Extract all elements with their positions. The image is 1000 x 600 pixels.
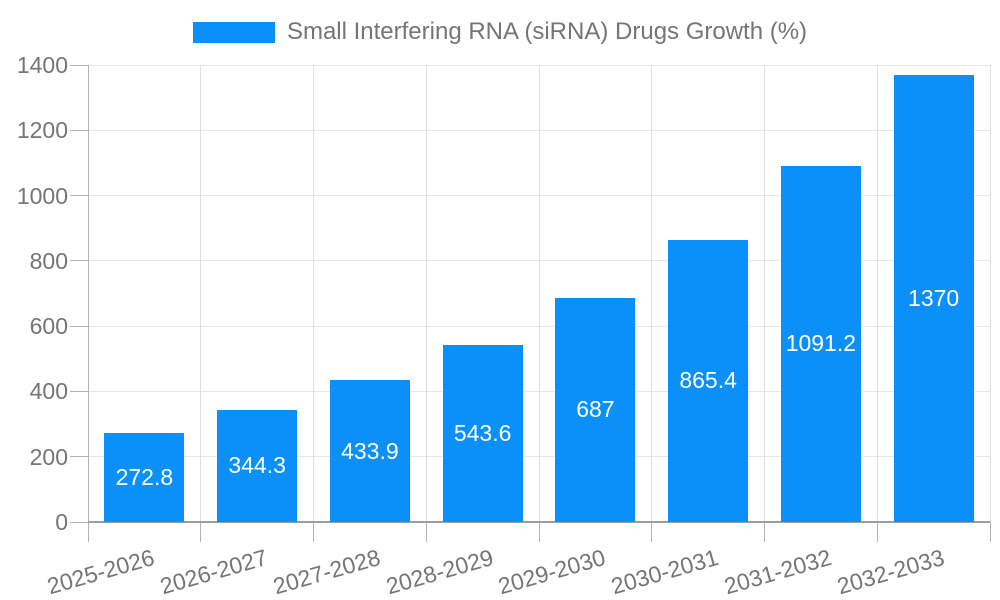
x-axis-tick (425, 522, 427, 542)
x-axis-line (88, 521, 990, 523)
x-tick-label: 2028-2029 (382, 544, 496, 600)
x-tick-label: 2030-2031 (608, 544, 722, 600)
v-gridline (425, 65, 427, 522)
y-axis-tick (70, 260, 88, 262)
bar-value-label: 1370 (908, 284, 960, 311)
bar-value-label: 865.4 (679, 367, 737, 394)
x-axis-tick (200, 522, 202, 542)
y-axis-tick (70, 64, 88, 66)
y-tick-label: 400 (29, 378, 68, 405)
bar-value-label: 272.8 (115, 463, 174, 490)
v-gridline (876, 65, 878, 522)
bar-value-label: 433.9 (341, 437, 399, 464)
y-tick-label: 800 (29, 247, 68, 274)
y-tick-label: 1000 (16, 182, 68, 209)
x-tick-label: 2031-2032 (721, 544, 835, 600)
bar: 865.4 (668, 239, 749, 522)
x-axis-tick (651, 522, 653, 542)
x-tick-label: 2029-2030 (495, 544, 609, 600)
x-tick-label: 2026-2027 (157, 544, 271, 600)
y-tick-label: 1400 (16, 52, 68, 78)
y-tick-label: 1200 (16, 117, 68, 144)
chart-title: Small Interfering RNA (siRNA) Drugs Grow… (286, 18, 808, 45)
y-axis-tick (70, 195, 88, 197)
legend-swatch (192, 21, 275, 43)
bar-value-label: 1091.2 (785, 330, 857, 357)
y-tick-label: 600 (29, 313, 68, 340)
bar: 1370 (893, 74, 974, 522)
x-axis-tick (87, 522, 89, 542)
y-axis-tick (70, 456, 88, 458)
x-axis-tick (538, 522, 540, 542)
bar: 1091.2 (780, 165, 861, 522)
v-gridline (764, 65, 765, 522)
bar: 543.6 (442, 344, 523, 522)
y-axis-tick (70, 390, 88, 392)
bar-value-label: 543.6 (453, 419, 512, 446)
y-tick-label: 0 (55, 509, 68, 535)
v-gridline (538, 65, 540, 522)
bar: 687 (555, 297, 636, 522)
v-gridline (200, 65, 202, 522)
x-axis-tick (764, 522, 765, 542)
v-gridline (651, 65, 653, 522)
bar: 272.8 (104, 432, 185, 522)
x-tick-label: 2027-2028 (270, 544, 384, 600)
bar-value-label: 344.3 (228, 452, 286, 479)
x-axis-tick (876, 522, 878, 542)
bar: 433.9 (329, 380, 410, 522)
chart-legend: Small Interfering RNA (siRNA) Drugs Grow… (0, 17, 1000, 47)
x-axis-tick (989, 522, 991, 542)
y-tick-label: 200 (29, 443, 68, 470)
bar-value-label: 687 (576, 396, 615, 423)
y-axis-tick (70, 129, 88, 131)
y-axis-tick (70, 521, 88, 523)
bar: 344.3 (217, 409, 298, 522)
x-tick-label: 2025-2026 (44, 544, 158, 600)
x-tick-label: 2032-2033 (833, 544, 947, 600)
v-gridline (313, 65, 314, 522)
y-axis-tick (70, 325, 88, 327)
x-axis-tick (313, 522, 314, 542)
v-gridline (989, 65, 991, 522)
y-axis-line (87, 65, 89, 522)
